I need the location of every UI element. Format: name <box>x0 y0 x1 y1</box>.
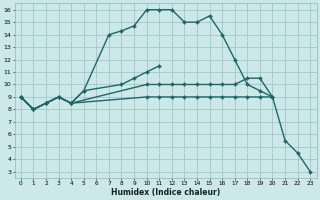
X-axis label: Humidex (Indice chaleur): Humidex (Indice chaleur) <box>111 188 220 197</box>
